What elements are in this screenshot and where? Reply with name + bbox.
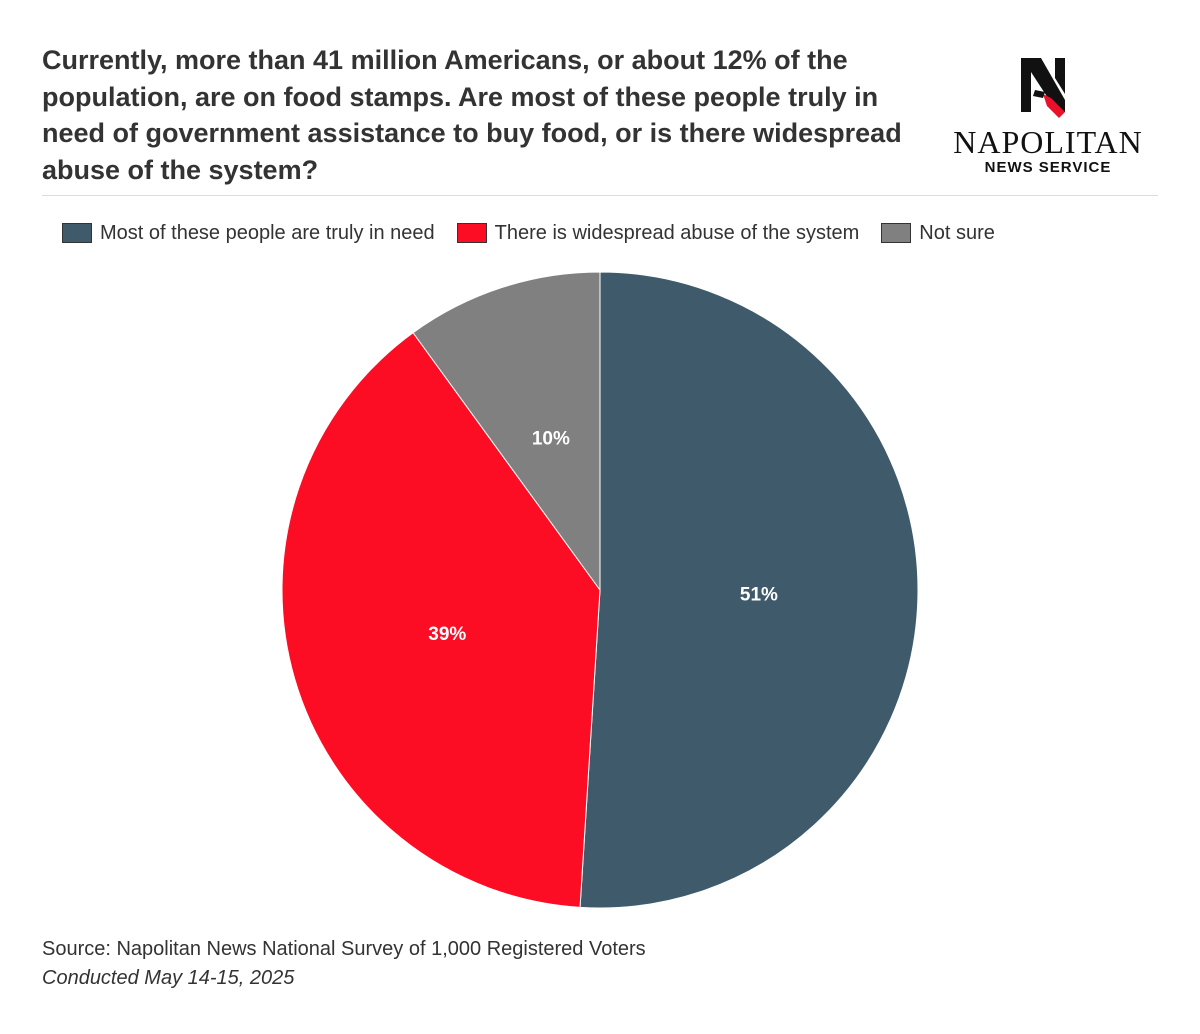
legend-swatch-truly-in-need <box>62 223 92 243</box>
legend-label-truly-in-need: Most of these people are truly in need <box>100 221 435 244</box>
logo-subtitle: NEWS SERVICE <box>984 159 1112 176</box>
legend-label-widespread-abuse: There is widespread abuse of the system <box>494 221 860 244</box>
pie-slice-not-sure[interactable] <box>412 271 601 592</box>
legend-label-not-sure: Not sure <box>919 221 995 244</box>
legend-swatch-widespread-abuse <box>456 223 487 243</box>
logo-name: NAPOLITAN <box>953 124 1143 160</box>
legend-item-truly-in-need[interactable]: Most of these people are truly in need <box>62 222 435 245</box>
source-note: Source: Napolitan News National Survey o… <box>42 938 646 960</box>
chart-title: Currently, more than 41 million American… <box>42 45 902 185</box>
napolitan-n-logo-icon <box>1021 58 1065 118</box>
title-divider <box>42 195 1158 196</box>
survey-date-note: Conducted May 14-15, 2025 <box>42 967 295 989</box>
legend-item-widespread-abuse[interactable]: There is widespread abuse of the system <box>456 221 860 245</box>
pie-slice-widespread-abuse[interactable] <box>281 332 601 908</box>
legend-swatch-not-sure <box>881 223 912 243</box>
pie-slice-truly-in-need[interactable] <box>579 271 919 909</box>
napolitan-logo[interactable]: NAPOLITAN NEWS SERVICE <box>950 52 1150 182</box>
chart-legend: Most of these people are truly in need T… <box>62 220 1017 246</box>
legend-item-not-sure[interactable]: Not sure <box>881 222 995 245</box>
